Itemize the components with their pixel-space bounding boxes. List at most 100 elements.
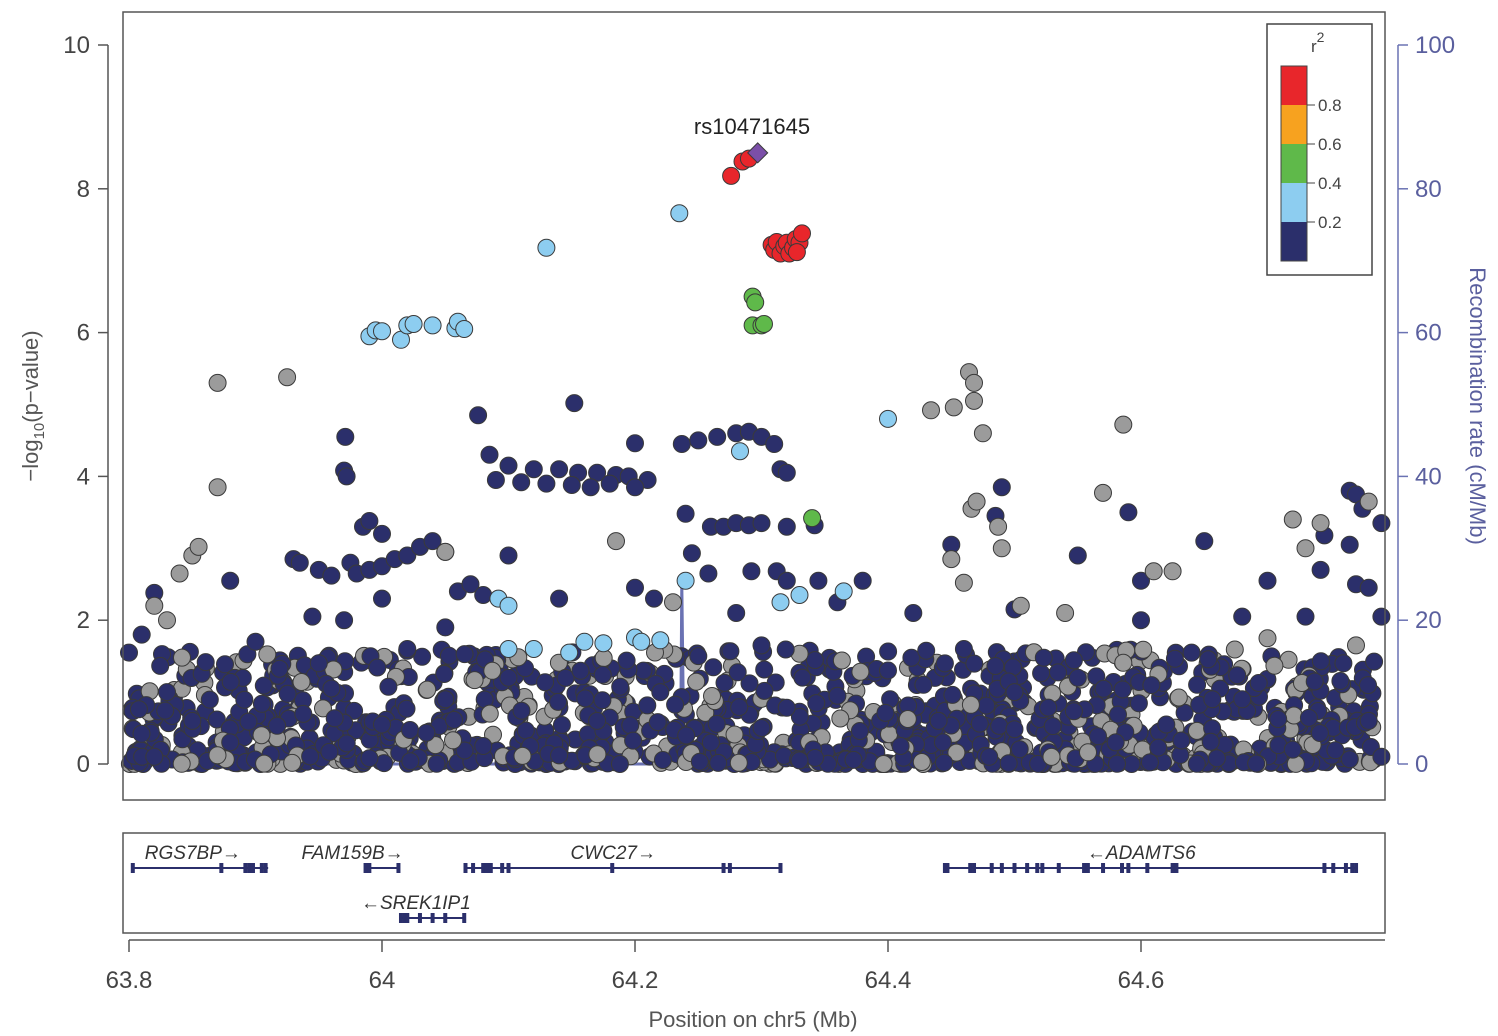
snp-point-low [1140, 753, 1159, 772]
snp-point [170, 564, 189, 583]
gene-exon [1331, 863, 1336, 873]
gene-exon [250, 863, 255, 873]
snp-point [562, 476, 581, 494]
snp-point [145, 747, 164, 766]
snp-point [208, 478, 227, 497]
snp-point [853, 571, 872, 590]
snp-point-low [1359, 676, 1377, 695]
gene-exon [463, 863, 468, 873]
snp-point-na [513, 746, 532, 765]
snp-point-low [278, 684, 297, 703]
snp-point-low [1201, 732, 1220, 751]
snp-point [1372, 607, 1391, 626]
snp-point-na [465, 671, 484, 690]
y2-tick-label: 80 [1415, 176, 1442, 203]
snp-point-low [417, 723, 436, 742]
snp-point-low [1249, 674, 1268, 692]
legend-title: r2 [1311, 29, 1325, 56]
lead-snp-layer: rs10471645 [694, 114, 810, 164]
y-tick-label: 10 [63, 32, 90, 59]
snp-point [1258, 629, 1277, 648]
gene-exon [1126, 863, 1131, 873]
gene-exon [402, 913, 407, 923]
snp-point-low [1149, 738, 1168, 757]
snp-point-low [914, 675, 933, 694]
snp-point-low [235, 690, 254, 709]
snp-point-low [807, 694, 826, 713]
legend-label: 0.6 [1318, 135, 1342, 154]
snp-point [322, 566, 341, 585]
legend-swatch [1281, 105, 1307, 144]
y-axis-title-suffix: (p−value) [18, 330, 43, 422]
snp-point [793, 224, 811, 243]
gene-exon [945, 863, 950, 873]
snp-point-low [690, 752, 709, 771]
snp-point [689, 431, 708, 450]
legend-title-superscript: 2 [1317, 29, 1325, 45]
gene-exon [259, 863, 264, 873]
snp-point-low [1228, 666, 1247, 685]
snp-point [158, 683, 176, 702]
snp-point [879, 661, 897, 680]
gene-exon [972, 863, 977, 873]
snp-point [158, 611, 176, 630]
snp-point-low [427, 754, 446, 773]
snp-point-na [832, 651, 851, 670]
snp-point [1056, 604, 1075, 622]
snp-point-low [1113, 680, 1132, 699]
snp-point [189, 537, 208, 556]
gene-exon [999, 863, 1004, 873]
y-axis-left: 0 2 4 6 8 10 [63, 32, 109, 778]
y2-tick-label: 60 [1415, 320, 1442, 347]
snp-point [731, 442, 749, 461]
snp-point-low [200, 690, 219, 709]
snp-point-low [1199, 650, 1218, 669]
snp-point [1182, 643, 1201, 662]
snp-point-low [132, 724, 151, 743]
snp-point-low [397, 699, 416, 718]
snp-point [373, 524, 391, 543]
snp-point [904, 604, 923, 622]
snp-point [499, 640, 518, 658]
snp-point-na [1079, 743, 1097, 762]
snp-point-low [239, 712, 258, 731]
snp-point [742, 562, 761, 581]
snp-point [929, 711, 948, 730]
x-axis-title: Position on chr5 (Mb) [648, 1007, 857, 1032]
snp-point-low [1049, 663, 1067, 682]
gene-exon [405, 913, 410, 923]
snp-point-na [480, 704, 499, 723]
snp-point [1157, 715, 1176, 734]
snp-point [524, 640, 543, 658]
snp-point [672, 435, 691, 453]
snp-point [336, 427, 355, 446]
snp-point [208, 373, 227, 392]
snp-point [373, 589, 391, 608]
snp-point [303, 607, 322, 626]
snp-points-layer [120, 149, 1391, 773]
snp-point-low [740, 674, 759, 693]
snp-point [550, 746, 569, 765]
gene-exon [1025, 863, 1030, 873]
snp-point-low [1129, 694, 1148, 713]
snp-point-na [1042, 747, 1061, 766]
snp-point-na [426, 736, 445, 755]
snp-point-low [648, 713, 667, 732]
snp-point [581, 478, 600, 497]
gene-exon [367, 863, 372, 873]
snp-point [512, 473, 531, 492]
gene-track: RGS7BP→ FAM159B→ CWC27→ ←ADAMTS6 ←SREK1IP1 [130, 843, 1359, 923]
snp-point-low [1034, 648, 1053, 667]
snp-point-low [653, 751, 672, 769]
snp-point-na [444, 731, 462, 750]
snp-point-na [725, 725, 744, 744]
gene-exon [778, 863, 783, 873]
snp-point [1011, 596, 1030, 615]
y-axis-title: −log10(p−value) [18, 330, 48, 481]
snp-point [676, 504, 695, 523]
snp-point-low [730, 698, 749, 717]
lead-snp-marker [746, 142, 769, 164]
snp-point [1068, 546, 1087, 565]
gene-exon [219, 863, 224, 873]
snp-point-na [1114, 653, 1133, 672]
